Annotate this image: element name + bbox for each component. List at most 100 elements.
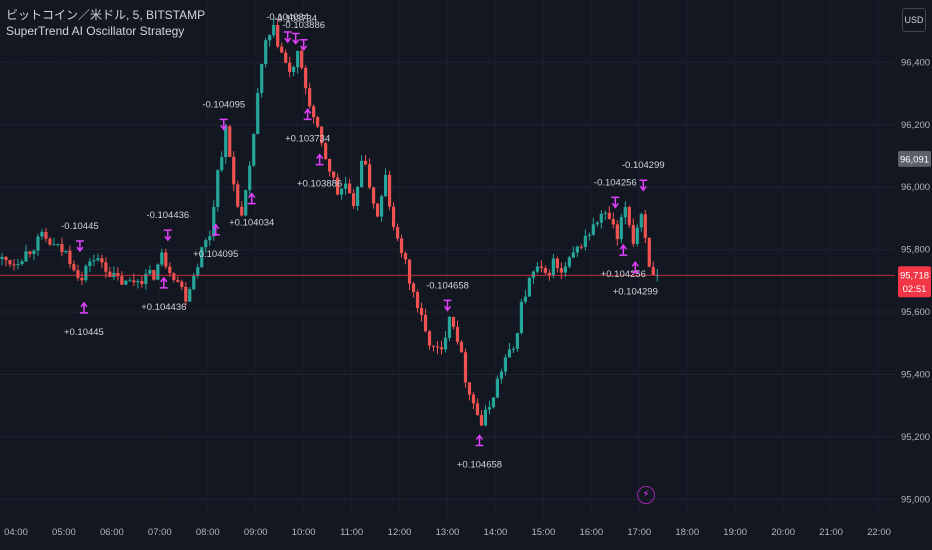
candle-body bbox=[371, 187, 376, 204]
candle bbox=[627, 205, 631, 229]
symbol-title[interactable]: ビットコイン／米ドル, 5, BITSTAMP bbox=[6, 8, 206, 22]
candle-body bbox=[531, 271, 536, 278]
candle bbox=[451, 316, 456, 330]
short-signal: -0.104095 bbox=[202, 99, 245, 131]
time-tick-label: 04:00 bbox=[4, 527, 28, 538]
candle bbox=[100, 254, 104, 268]
candle bbox=[280, 42, 284, 53]
signal-label: +0.10445 bbox=[64, 327, 104, 338]
candle bbox=[344, 176, 348, 195]
candle-body bbox=[16, 263, 20, 265]
lightning-icon[interactable]: ⚡ bbox=[637, 486, 655, 504]
long-signal: +0.103734 bbox=[285, 108, 330, 144]
candle-body bbox=[655, 275, 659, 277]
indicator-title[interactable]: SuperTrend AI Oscillator Strategy bbox=[6, 24, 185, 38]
candle bbox=[371, 186, 376, 209]
time-tick-label: 11:00 bbox=[340, 527, 363, 538]
candle bbox=[475, 398, 480, 416]
short-signal: -0.104256 bbox=[594, 177, 637, 209]
candle bbox=[112, 266, 116, 281]
candle-body bbox=[256, 92, 260, 134]
candle-body bbox=[280, 46, 284, 53]
time-tick-label: 18:00 bbox=[675, 527, 699, 538]
candle bbox=[296, 50, 300, 74]
candle-body bbox=[463, 352, 468, 383]
candle bbox=[16, 258, 20, 270]
candle bbox=[240, 201, 244, 217]
candle bbox=[391, 202, 396, 231]
candle-body bbox=[511, 348, 516, 350]
candle-body bbox=[192, 275, 196, 290]
candle bbox=[284, 49, 288, 64]
candle bbox=[332, 171, 336, 182]
candle bbox=[387, 170, 392, 211]
candle bbox=[403, 251, 408, 265]
candle bbox=[4, 256, 8, 267]
price-axis[interactable]: 96,400 96,200 96,000 95,800 95,600 95,400 95,2… bbox=[895, 0, 932, 518]
candle-body bbox=[539, 266, 543, 269]
time-tick-label: 08:00 bbox=[196, 527, 220, 538]
candle bbox=[651, 261, 655, 276]
candle-body bbox=[403, 253, 408, 260]
time-tick-label: 13:00 bbox=[436, 527, 460, 538]
candle bbox=[12, 259, 16, 271]
price-tick-label: 96,000 bbox=[901, 182, 930, 193]
candle-body bbox=[168, 266, 172, 274]
candle-body bbox=[188, 289, 192, 302]
candle bbox=[148, 265, 152, 276]
arrow-up-icon bbox=[631, 261, 640, 274]
candle-body bbox=[308, 88, 312, 107]
signal-label: -0.104256 bbox=[594, 177, 637, 188]
candle-body bbox=[232, 156, 236, 185]
candlestick-chart[interactable]: -0.10445 +0.10445 -0.104436 +0.104436 -0.104… bbox=[0, 0, 895, 518]
candle-body bbox=[471, 394, 476, 404]
candle-body bbox=[367, 164, 372, 188]
candle-body bbox=[212, 206, 216, 237]
price-axis-svg: 96,400 96,200 96,000 95,800 95,600 95,400 95,2… bbox=[898, 57, 931, 505]
candle bbox=[463, 348, 468, 388]
candle-body bbox=[92, 260, 96, 262]
candle-body bbox=[535, 266, 539, 272]
candle bbox=[367, 158, 372, 190]
candle bbox=[623, 201, 627, 225]
signal-label: +0.104299 bbox=[613, 286, 658, 297]
candle bbox=[423, 308, 428, 333]
candle-body bbox=[160, 252, 164, 265]
candle-body bbox=[304, 67, 308, 89]
candle bbox=[579, 244, 583, 250]
price-chart[interactable]: -0.10445 +0.10445 -0.104436 +0.104436 -0.104… bbox=[0, 0, 895, 518]
candle bbox=[348, 178, 352, 194]
strategy-signals: -0.10445 +0.10445 -0.104436 +0.104436 -0.104… bbox=[61, 12, 665, 470]
candle-body bbox=[507, 349, 512, 358]
candle-body bbox=[523, 296, 528, 302]
time-axis[interactable]: 04:00 05:00 06:00 07:00 08:00 09:00 10:00 11:00… bbox=[0, 518, 895, 550]
candle-body bbox=[447, 316, 452, 338]
candle-body bbox=[200, 247, 204, 268]
candle-body bbox=[156, 264, 160, 280]
candle bbox=[551, 254, 555, 279]
signal-label: -0.10445 bbox=[61, 221, 99, 232]
short-signal: -0.104658 bbox=[426, 280, 469, 312]
candle-body bbox=[216, 170, 220, 207]
time-tick-label: 05:00 bbox=[52, 527, 76, 538]
candle bbox=[415, 289, 420, 313]
chart-legend: ビットコイン／米ドル, 5, BITSTAMP SuperTrend AI Os… bbox=[6, 7, 205, 39]
candle bbox=[591, 217, 595, 236]
candle bbox=[635, 224, 639, 247]
price-tick-label: 96,400 bbox=[901, 57, 930, 68]
candle bbox=[32, 249, 36, 261]
candle-body bbox=[527, 277, 532, 297]
signal-label: -0.104658 bbox=[426, 280, 469, 291]
candle bbox=[531, 270, 536, 284]
candle-body bbox=[312, 106, 316, 118]
candle bbox=[559, 262, 563, 279]
candle bbox=[643, 209, 647, 244]
candle-body bbox=[643, 214, 647, 238]
candle bbox=[304, 65, 308, 95]
candle-body bbox=[268, 35, 272, 41]
currency-button[interactable]: USD bbox=[902, 8, 926, 32]
candle bbox=[220, 151, 224, 173]
candle bbox=[328, 158, 332, 177]
candle bbox=[375, 202, 380, 218]
candle bbox=[455, 320, 460, 345]
